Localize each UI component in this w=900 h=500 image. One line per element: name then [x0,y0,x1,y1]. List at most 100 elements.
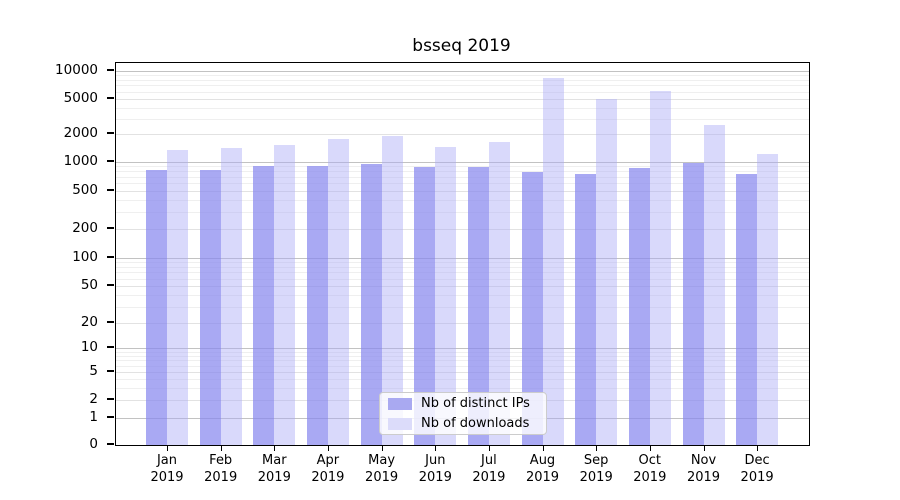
legend-item-distinct-ips: Nb of distinct IPs [388,396,538,411]
x-tick-label-jul: Jul 2019 [472,453,506,485]
bar-downloads-feb [220,148,242,445]
gridline-90 [116,262,809,264]
y-tick-label-500: 500 [72,182,98,198]
x-tick-label-dec: Dec 2019 [740,453,774,485]
gridline-50 [116,286,809,287]
x-tick-label-feb: Feb 2019 [204,453,238,485]
gridline-80 [116,267,809,268]
y-tick-label-5000: 5000 [63,90,98,106]
x-tick-mark-sep [596,445,598,451]
gridline-4 [116,378,809,380]
gridline-3 [116,387,809,389]
y-tick-label-50: 50 [80,277,98,293]
gridline-20 [116,323,809,324]
x-tick-mark-jun [435,445,437,451]
x-tick-label-apr: Apr 2019 [311,453,345,485]
plot-area [115,62,810,446]
y-tick-label-0: 0 [89,436,98,452]
y-tick-mark-100 [107,256,114,258]
x-tick-mark-mar [274,445,276,451]
bar-distinct-ips-dec [736,174,758,445]
x-tick-mark-dec [757,445,759,451]
y-tick-mark-500 [107,189,114,191]
x-tick-mark-apr [327,445,330,451]
bar-downloads-may [381,136,403,445]
gridline-900 [116,166,809,168]
y-tick-label-2000: 2000 [63,125,98,141]
legend-swatch-distinct-ips [388,397,412,410]
x-tick-mark-jan [167,445,169,451]
y-tick-label-10: 10 [80,339,98,355]
bar-downloads-jun [435,146,457,445]
x-tick-label-sep: Sep 2019 [579,453,613,485]
bar-distinct-ips-feb [199,169,221,445]
bar-downloads-aug [542,78,564,445]
y-tick-label-20: 20 [80,314,98,330]
gridline-6000 [116,91,809,93]
bar-downloads-apr [327,138,349,445]
gridline-800 [116,171,809,173]
gridline-300 [116,212,809,214]
legend-label-distinct-ips: Nb of distinct IPs [421,396,530,411]
y-tick-label-200: 200 [72,220,98,236]
x-tick-label-mar: Mar 2019 [257,453,291,485]
y-tick-mark-10000 [107,69,114,71]
gridline-3000 [116,118,809,120]
y-tick-mark-10 [107,346,114,348]
gridline-7000 [116,85,809,87]
x-tick-label-oct: Oct 2019 [633,453,667,485]
x-tick-label-jun: Jun 2019 [418,453,452,485]
bar-downloads-nov [703,124,725,445]
y-tick-label-1: 1 [89,409,98,425]
y-tick-mark-0 [107,443,114,445]
gridline-600 [116,183,809,185]
y-tick-mark-1000 [107,160,114,162]
y-tick-mark-2 [107,398,114,400]
x-tick-mark-nov [703,445,705,451]
bar-downloads-dec [757,154,779,445]
gridline-70 [116,272,809,274]
gridline-5000 [116,99,809,100]
x-tick-label-may: May 2019 [365,453,399,485]
bar-downloads-jul [488,141,510,445]
x-tick-label-jan: Jan 2019 [150,453,184,485]
x-tick-label-nov: Nov 2019 [686,453,721,485]
bar-distinct-ips-aug [521,171,543,445]
gridline-9 [116,351,809,353]
bar-distinct-ips-apr [306,165,328,445]
gridline-200 [116,229,809,230]
bar-downloads-sep [596,98,618,445]
y-tick-mark-2000 [107,132,114,134]
y-tick-mark-20 [107,321,114,323]
bar-distinct-ips-oct [628,168,650,445]
bar-distinct-ips-jul [467,167,489,445]
gridline-1000 [116,162,809,163]
legend-label-downloads: Nb of downloads [421,416,530,431]
x-tick-mark-feb [220,445,222,451]
y-tick-label-10000: 10000 [55,62,98,78]
gridline-6 [116,365,809,367]
gridline-5 [116,372,809,373]
y-tick-mark-5000 [107,97,114,99]
bar-distinct-ips-may [360,163,382,445]
x-tick-label-aug: Aug 2019 [525,453,560,485]
gridline-9000 [116,75,809,77]
gridline-8000 [116,80,809,81]
gridline-700 [116,176,809,178]
legend-swatch-downloads [388,417,412,430]
chart-title: bsseq 2019 [412,36,511,56]
gridline-10 [116,348,809,349]
y-tick-mark-200 [107,227,114,229]
y-tick-mark-50 [107,284,114,286]
gridline-8 [116,355,809,357]
legend: Nb of distinct IPs Nb of downloads [379,392,547,435]
gridline-2000 [116,134,809,135]
legend-item-downloads: Nb of downloads [388,416,538,431]
gridline-4000 [116,107,809,109]
x-tick-mark-oct [649,445,651,451]
x-tick-mark-jul [488,445,491,451]
bar-distinct-ips-mar [253,166,275,445]
y-tick-label-2: 2 [89,391,98,407]
x-tick-mark-aug [542,445,544,451]
